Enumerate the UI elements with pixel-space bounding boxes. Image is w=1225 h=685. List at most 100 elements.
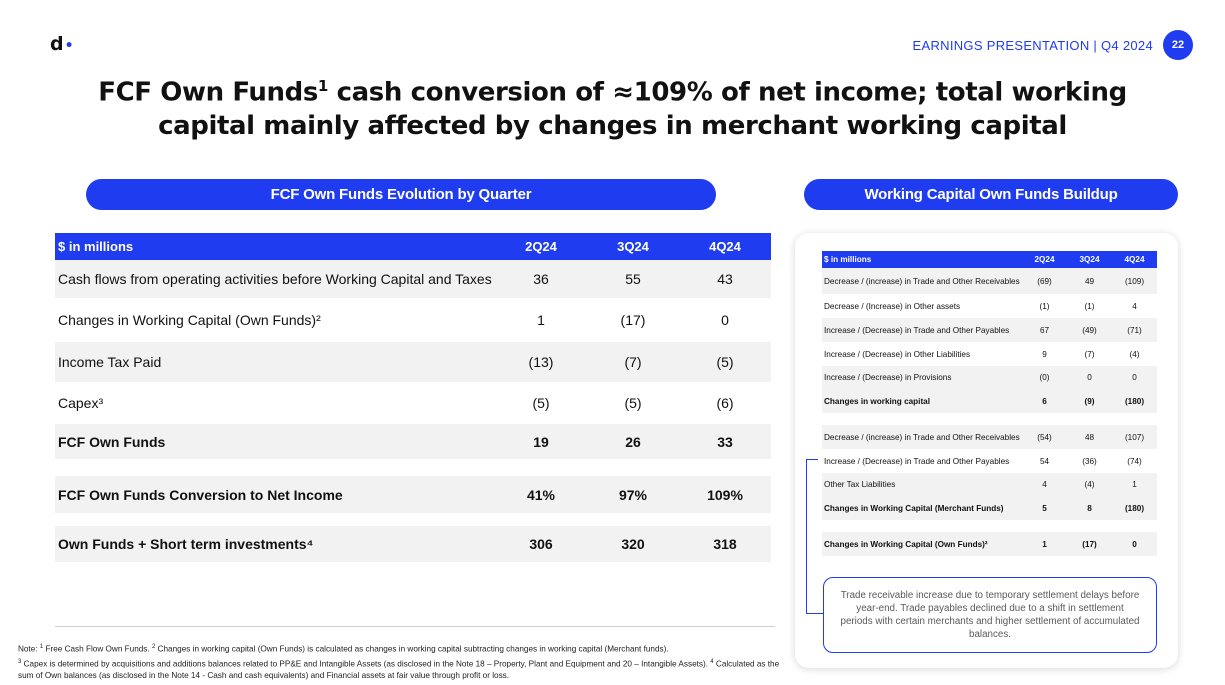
- callout-connector-bracket: [806, 459, 818, 614]
- note-ref-1: 1: [39, 644, 44, 650]
- row-value: (109): [1112, 268, 1157, 294]
- title-part2: cash conversion of ≈109% of net income; …: [158, 77, 1127, 141]
- row-value: 0: [721, 312, 729, 328]
- fcf-header-col: 3Q24: [587, 233, 679, 260]
- row-value: (4): [1129, 349, 1140, 359]
- fcf-table-header: $ in millions 2Q24 3Q24 4Q24: [55, 233, 771, 260]
- row-value: 19: [495, 424, 587, 459]
- row-label: Increase / (Decrease) in Other Liabiliti…: [824, 349, 971, 359]
- row-value: (180): [1112, 389, 1157, 413]
- row-label: Other Tax Liabilities: [822, 473, 1022, 496]
- row-value: 33: [679, 424, 771, 459]
- note-ref-2: 2: [151, 644, 156, 650]
- row-value: 48: [1067, 425, 1112, 449]
- row-value: (6): [716, 395, 734, 411]
- row-value: (54): [1022, 425, 1067, 449]
- presentation-label: EARNINGS PRESENTATION | Q4 2024: [912, 37, 1153, 53]
- row-value: 43: [679, 260, 771, 298]
- row-value: 1: [1022, 532, 1067, 556]
- table-spacer: [55, 513, 771, 526]
- row-value: (17): [620, 312, 646, 328]
- working-capital-section-header: Working Capital Own Funds Buildup: [804, 179, 1178, 210]
- row-value: (1): [1039, 301, 1050, 311]
- row-value: 0: [1112, 532, 1157, 556]
- row-label: Changes in Working Capital (Own Funds)²: [58, 312, 321, 328]
- fcf-row-fcf-own-funds: FCF Own Funds 19 26 33: [55, 424, 771, 459]
- row-value: 36: [495, 260, 587, 298]
- working-capital-table: $ in millions 2Q24 3Q24 4Q24 Decrease / …: [822, 251, 1157, 556]
- row-label: Own Funds + Short term investments⁴: [55, 526, 495, 562]
- wc-row: Increase / (Decrease) in Trade and Other…: [822, 318, 1157, 342]
- wc-row: Decrease / (increase) in Trade and Other…: [822, 268, 1157, 294]
- wc-row: Increase / (Decrease) in Other Liabiliti…: [822, 342, 1157, 366]
- row-label: Cash flows from operating activities bef…: [55, 260, 495, 298]
- fcf-row-income-tax: Income Tax Paid (13) (7) (5): [55, 342, 771, 382]
- fcf-header-unit: $ in millions: [55, 233, 495, 260]
- footnote-divider: [55, 626, 775, 627]
- wc-row: Increase / (Decrease) in Trade and Other…: [822, 449, 1157, 473]
- row-value: 109%: [679, 476, 771, 513]
- row-value: 9: [1042, 349, 1047, 359]
- wc-row-own-funds: Changes in Working Capital (Own Funds)² …: [822, 532, 1157, 556]
- wc-row-merchant-funds: Changes in Working Capital (Merchant Fun…: [822, 496, 1157, 520]
- note-text-1: Free Cash Flow Own Funds.: [43, 644, 152, 654]
- row-label: Decrease / (increase) in Trade and Other…: [822, 425, 1022, 449]
- wc-table-header: $ in millions 2Q24 3Q24 4Q24: [822, 251, 1157, 268]
- row-label: Changes in working capital: [822, 389, 1022, 413]
- row-value: (9): [1067, 389, 1112, 413]
- note-text-4: Calculated as the sum of Own balances (a…: [18, 659, 780, 681]
- row-value: 41%: [495, 476, 587, 513]
- row-value: (17): [1067, 532, 1112, 556]
- fcf-row-operating-cash-flows: Cash flows from operating activities bef…: [55, 260, 771, 298]
- page-number-badge: 22: [1163, 30, 1193, 60]
- row-value: (36): [1082, 456, 1097, 466]
- fcf-row-working-capital: Changes in Working Capital (Own Funds)² …: [55, 298, 771, 342]
- logo-dot: •: [64, 38, 74, 54]
- row-value: (5): [624, 395, 642, 411]
- wc-header-col: 4Q24: [1112, 251, 1157, 268]
- row-value: 54: [1039, 456, 1050, 466]
- fcf-header-col: 4Q24: [679, 233, 771, 260]
- company-logo: d•: [50, 33, 74, 55]
- wc-row: Decrease / (Increase) in Other assets (1…: [822, 294, 1157, 318]
- row-value: (13): [495, 342, 587, 382]
- wc-row-total: Changes in working capital 6 (9) (180): [822, 389, 1157, 413]
- row-label: Decrease / (increase) in Trade and Other…: [822, 268, 1022, 294]
- title-part1: FCF Own Funds: [98, 77, 318, 108]
- row-value: 0: [1112, 366, 1157, 389]
- working-capital-callout: Trade receivable increase due to tempora…: [823, 577, 1157, 653]
- wc-row: Increase / (Decrease) in Provisions (0) …: [822, 366, 1157, 389]
- logo-letter: d: [50, 33, 64, 55]
- table-spacer: [822, 520, 1157, 532]
- fcf-section-header: FCF Own Funds Evolution by Quarter: [86, 179, 716, 210]
- row-label: FCF Own Funds Conversion to Net Income: [55, 476, 495, 513]
- row-value: 4: [1132, 301, 1137, 311]
- note-text-3: Capex is determined by acquisitions and …: [21, 659, 711, 669]
- row-value: 318: [679, 526, 771, 562]
- fcf-row-conversion: FCF Own Funds Conversion to Net Income 4…: [55, 476, 771, 513]
- row-value: (71): [1112, 318, 1157, 342]
- row-value: (180): [1112, 496, 1157, 520]
- row-value: 97%: [587, 476, 679, 513]
- row-label: Increase / (Decrease) in Trade and Other…: [824, 456, 1010, 466]
- callout-connector-line: [806, 613, 823, 615]
- row-value: 6: [1022, 389, 1067, 413]
- row-value: 320: [587, 526, 679, 562]
- row-value: (5): [532, 395, 550, 411]
- row-value: (5): [679, 342, 771, 382]
- page-title: FCF Own Funds1 cash conversion of ≈109% …: [60, 70, 1165, 143]
- wc-header-col: 2Q24: [1022, 251, 1067, 268]
- row-label: Decrease / (Increase) in Other assets: [824, 301, 961, 311]
- row-label: Increase / (Decrease) in Trade and Other…: [822, 318, 1022, 342]
- fcf-table: $ in millions 2Q24 3Q24 4Q24 Cash flows …: [55, 233, 771, 562]
- note-prefix: Note:: [18, 644, 40, 654]
- note-ref-4: 4: [710, 658, 714, 665]
- fcf-header-col: 2Q24: [495, 233, 587, 260]
- row-value: 5: [1022, 496, 1067, 520]
- row-value: (7): [1084, 349, 1095, 359]
- header-right: EARNINGS PRESENTATION | Q4 2024 22: [913, 30, 1193, 60]
- row-label: Capex³: [58, 395, 104, 411]
- row-label: Increase / (Decrease) in Provisions: [822, 366, 1022, 389]
- row-value: (107): [1112, 425, 1157, 449]
- row-value: (4): [1067, 473, 1112, 496]
